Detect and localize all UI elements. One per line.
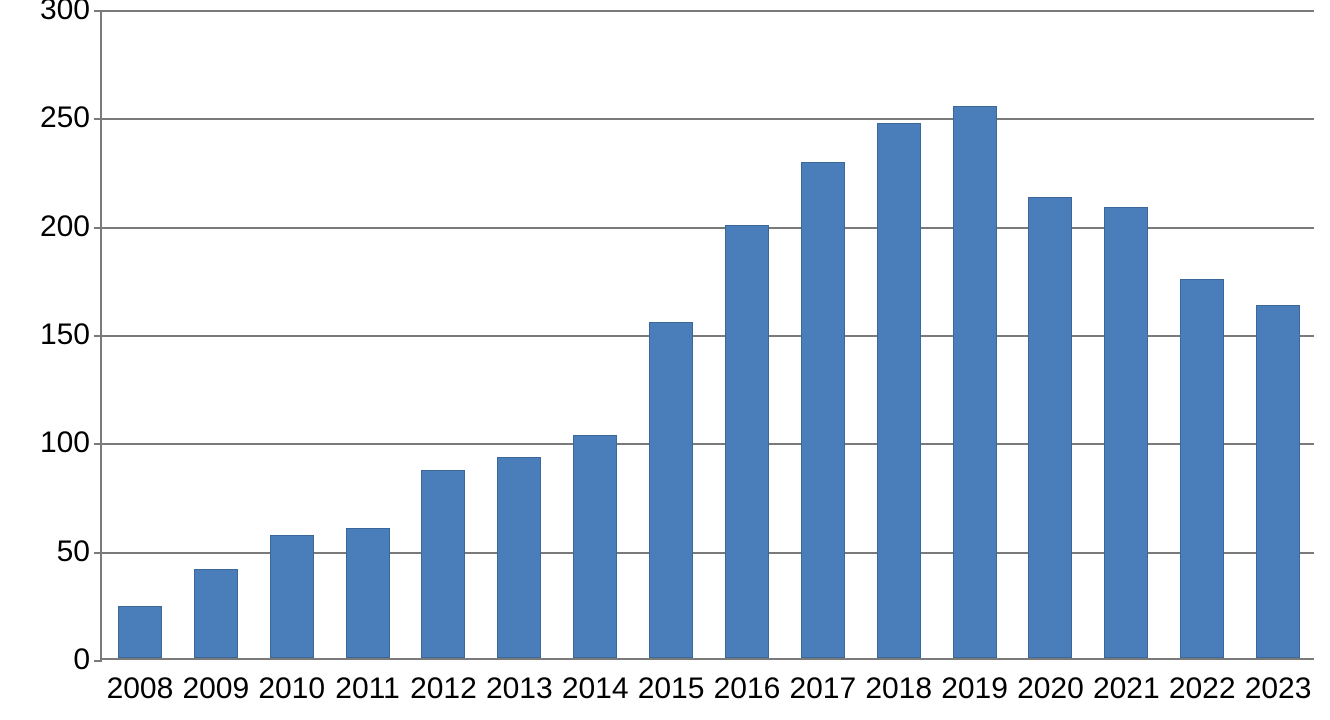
bar [346, 528, 390, 658]
gridline [102, 10, 1314, 12]
ytick-label: 300 [40, 0, 102, 27]
bar [953, 106, 997, 659]
xtick-label: 2008 [107, 658, 174, 706]
bar [801, 162, 845, 658]
bar [649, 322, 693, 658]
ytick-label: 150 [40, 318, 102, 352]
bar [1104, 207, 1148, 658]
xtick-label: 2017 [789, 658, 856, 706]
bar [573, 435, 617, 658]
xtick-label: 2015 [638, 658, 705, 706]
xtick-label: 2021 [1093, 658, 1160, 706]
bar [194, 569, 238, 658]
plot-area: 0501001502002503002008200920102011201220… [100, 10, 1314, 660]
xtick-label: 2010 [258, 658, 325, 706]
xtick-label: 2020 [1017, 658, 1084, 706]
xtick-label: 2018 [865, 658, 932, 706]
bar [421, 470, 465, 659]
bar [118, 606, 162, 658]
ytick-label: 250 [40, 101, 102, 135]
bar [270, 535, 314, 659]
bar [1028, 197, 1072, 659]
ytick-label: 0 [73, 643, 102, 677]
bar [1180, 279, 1224, 658]
gridline [102, 118, 1314, 120]
xtick-label: 2016 [714, 658, 781, 706]
xtick-label: 2012 [410, 658, 477, 706]
bar [1256, 305, 1300, 658]
ytick-label: 50 [57, 535, 102, 569]
xtick-label: 2009 [182, 658, 249, 706]
xtick-label: 2023 [1245, 658, 1312, 706]
xtick-label: 2011 [335, 658, 400, 706]
bar [725, 225, 769, 658]
xtick-label: 2019 [941, 658, 1008, 706]
ytick-label: 200 [40, 210, 102, 244]
xtick-label: 2013 [486, 658, 553, 706]
xtick-label: 2014 [562, 658, 629, 706]
ytick-label: 100 [40, 426, 102, 460]
bar [497, 457, 541, 659]
bar [877, 123, 921, 658]
xtick-label: 2022 [1169, 658, 1236, 706]
bar-chart: 0501001502002503002008200920102011201220… [0, 0, 1330, 720]
